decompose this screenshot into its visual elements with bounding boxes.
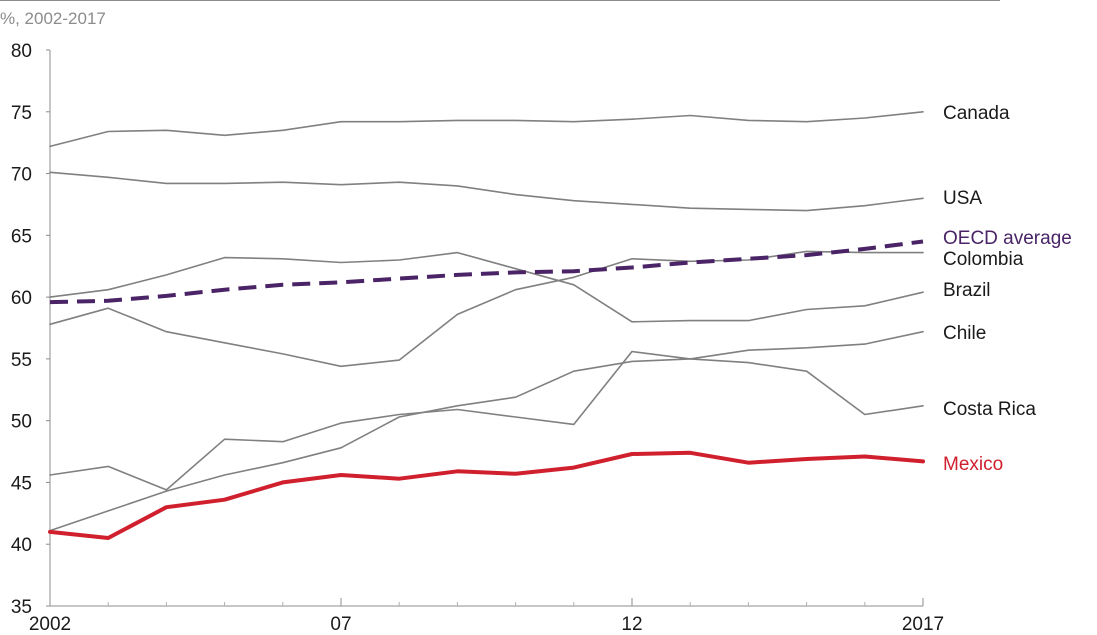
series-line-chile	[49, 330, 924, 532]
series-label-mexico: Mexico	[943, 454, 1003, 475]
y-tick-label: 45	[11, 473, 32, 494]
y-tick-label: 55	[11, 350, 32, 371]
series-label-brazil: Brazil	[943, 280, 991, 301]
x-tick-label: 2017	[902, 614, 944, 635]
y-tick-label: 70	[11, 165, 32, 186]
y-tick-label: 50	[11, 412, 32, 433]
series-layer	[48, 111, 925, 540]
y-tick-label: 75	[11, 103, 32, 124]
series-label-canada: Canada	[943, 103, 1010, 124]
x-tick-label: 2002	[29, 614, 71, 635]
series-line-colombia	[49, 251, 924, 323]
chart-subtitle: %, 2002-2017	[0, 9, 106, 28]
series-label-chile: Chile	[943, 323, 986, 344]
y-tick-label: 60	[11, 288, 32, 309]
series-line-canada	[49, 111, 924, 148]
y-tick-label: 65	[11, 226, 32, 247]
y-tick-label: 40	[11, 535, 32, 556]
series-line-costa-rica	[49, 350, 924, 491]
series-line-mexico	[48, 450, 925, 540]
series-line-usa	[49, 171, 924, 212]
y-tick-label: 35	[11, 597, 32, 618]
y-tick-label: 80	[11, 41, 32, 62]
series-label-usa: USA	[943, 188, 982, 209]
series-line-oecd-average	[49, 239, 924, 305]
axes: 35 40 45 50 55 60 65 70 75 80 2002 07 12 2017	[11, 41, 944, 635]
series-label-costa-rica: Costa Rica	[943, 399, 1036, 420]
x-tick-label: 12	[621, 614, 642, 635]
series-label-oecd-average: OECD average	[943, 228, 1072, 249]
series-label-colombia: Colombia	[943, 249, 1024, 270]
x-tick-label: 07	[330, 614, 351, 635]
